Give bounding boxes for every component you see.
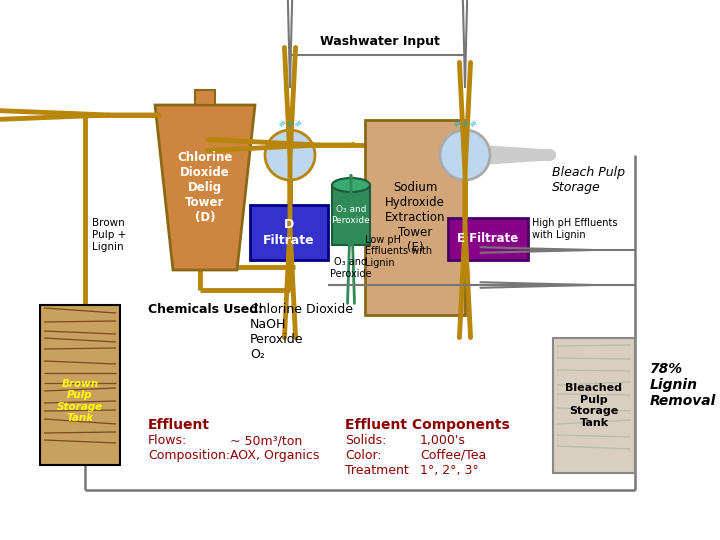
Text: 1,000's: 1,000's [420, 434, 466, 447]
Text: ≈: ≈ [467, 117, 480, 130]
Text: Bleach Pulp
Storage: Bleach Pulp Storage [552, 166, 625, 194]
Polygon shape [155, 105, 255, 270]
Text: Flows:: Flows: [148, 434, 187, 447]
Bar [448, 218, 528, 260]
Text: Chlorine
Dioxide
Delig
Tower
(D): Chlorine Dioxide Delig Tower (D) [177, 151, 233, 224]
Bar [195, 90, 215, 105]
Bar [553, 338, 635, 473]
Text: AOX, Organics: AOX, Organics [230, 449, 320, 462]
Text: Effluent Components: Effluent Components [345, 418, 510, 432]
Bar [365, 120, 465, 315]
Text: O₃ and
Peroxide: O₃ and Peroxide [330, 257, 372, 279]
Text: 78%
Lignin
Removal: 78% Lignin Removal [650, 362, 716, 408]
Text: ≈: ≈ [459, 117, 472, 130]
Bar [250, 205, 328, 260]
Text: ≈: ≈ [276, 117, 289, 130]
Bar [40, 305, 120, 465]
Text: Sodium
Hydroxide
Extraction
Tower
(E): Sodium Hydroxide Extraction Tower (E) [384, 181, 445, 254]
Text: Brown
Pulp
Storage
Tank: Brown Pulp Storage Tank [57, 379, 103, 423]
Text: Treatment: Treatment [345, 464, 409, 477]
Text: Coffee/Tea: Coffee/Tea [420, 449, 486, 462]
Text: Bleached
Pulp
Storage
Tank: Bleached Pulp Storage Tank [565, 383, 623, 428]
Bar [332, 185, 370, 245]
Text: ≈: ≈ [451, 117, 464, 130]
Circle shape [440, 130, 490, 180]
Text: Washwater Input: Washwater Input [320, 36, 440, 49]
Circle shape [265, 130, 315, 180]
Text: High pH Effluents
with Lignin: High pH Effluents with Lignin [532, 218, 618, 240]
Text: Solids:: Solids: [345, 434, 387, 447]
Text: O₃ and
Peroxide: O₃ and Peroxide [332, 205, 370, 225]
Text: Effluent: Effluent [148, 418, 210, 432]
Text: 1°, 2°, 3°: 1°, 2°, 3° [420, 464, 479, 477]
Text: Chlorine Dioxide: Chlorine Dioxide [250, 303, 353, 316]
Text: ≈: ≈ [292, 117, 305, 130]
Text: NaOH: NaOH [250, 318, 287, 331]
Text: E Filtrate: E Filtrate [457, 233, 518, 246]
Ellipse shape [332, 178, 370, 192]
Text: ≈: ≈ [284, 117, 297, 130]
Text: D
Filtrate: D Filtrate [264, 219, 315, 246]
Text: Brown
Pulp +
Lignin: Brown Pulp + Lignin [92, 218, 126, 252]
Text: Low pH
Effluents with
Lignin: Low pH Effluents with Lignin [365, 235, 432, 268]
Text: Composition:: Composition: [148, 449, 230, 462]
Text: ~ 50m³/ton: ~ 50m³/ton [230, 434, 302, 447]
Text: Chemicals Used:: Chemicals Used: [148, 303, 263, 316]
Text: O₂: O₂ [250, 348, 265, 361]
Text: Peroxide: Peroxide [250, 333, 304, 346]
Text: Color:: Color: [345, 449, 382, 462]
